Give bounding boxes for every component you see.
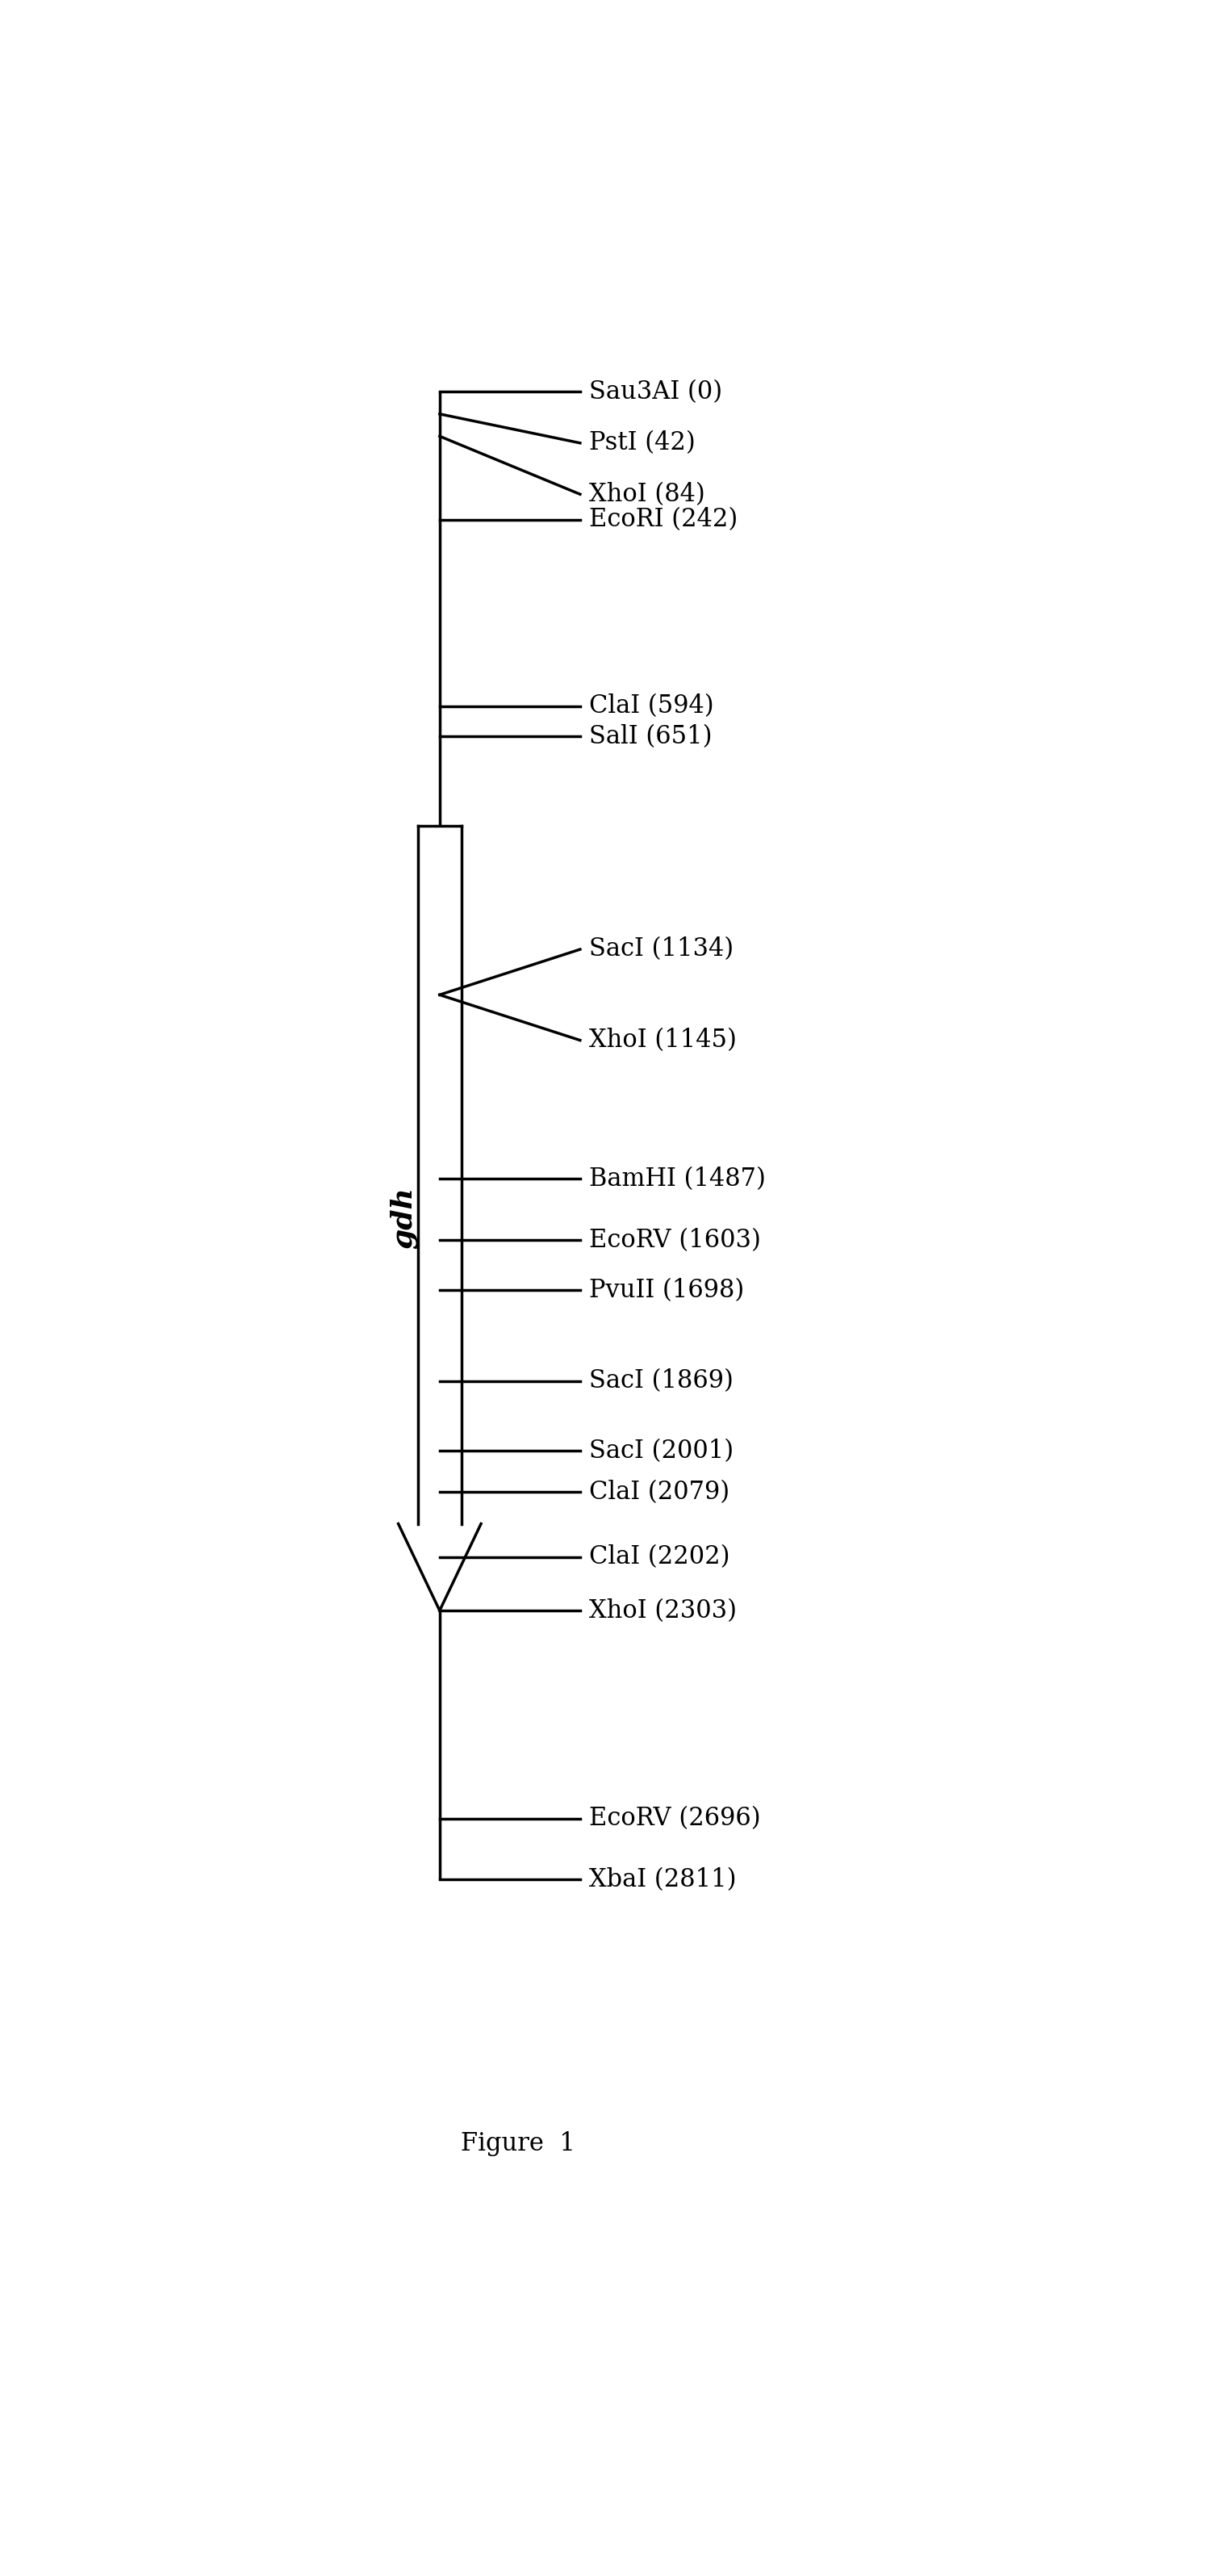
- Text: gdh: gdh: [390, 1188, 418, 1249]
- Text: SacI (1869): SacI (1869): [590, 1368, 733, 1394]
- Text: Figure  1: Figure 1: [460, 2130, 575, 2156]
- Text: XbaI (2811): XbaI (2811): [590, 1868, 737, 1891]
- Text: PvuII (1698): PvuII (1698): [590, 1278, 744, 1303]
- Text: SacI (1134): SacI (1134): [590, 938, 734, 961]
- Text: ClaI (2202): ClaI (2202): [590, 1546, 731, 1569]
- Text: ClaI (594): ClaI (594): [590, 693, 714, 719]
- Text: SacI (2001): SacI (2001): [590, 1437, 734, 1463]
- Text: SalI (651): SalI (651): [590, 724, 713, 750]
- Text: XhoI (2303): XhoI (2303): [590, 1597, 737, 1623]
- Text: EcoRV (1603): EcoRV (1603): [590, 1229, 761, 1252]
- Text: EcoRV (2696): EcoRV (2696): [590, 1806, 761, 1832]
- Text: XhoI (84): XhoI (84): [590, 482, 705, 507]
- Text: BamHI (1487): BamHI (1487): [590, 1167, 766, 1190]
- Text: PstI (42): PstI (42): [590, 430, 696, 456]
- Text: XhoI (1145): XhoI (1145): [590, 1028, 737, 1054]
- Text: EcoRI (242): EcoRI (242): [590, 507, 738, 533]
- Text: ClaI (2079): ClaI (2079): [590, 1479, 730, 1504]
- Text: Sau3AI (0): Sau3AI (0): [590, 379, 722, 404]
